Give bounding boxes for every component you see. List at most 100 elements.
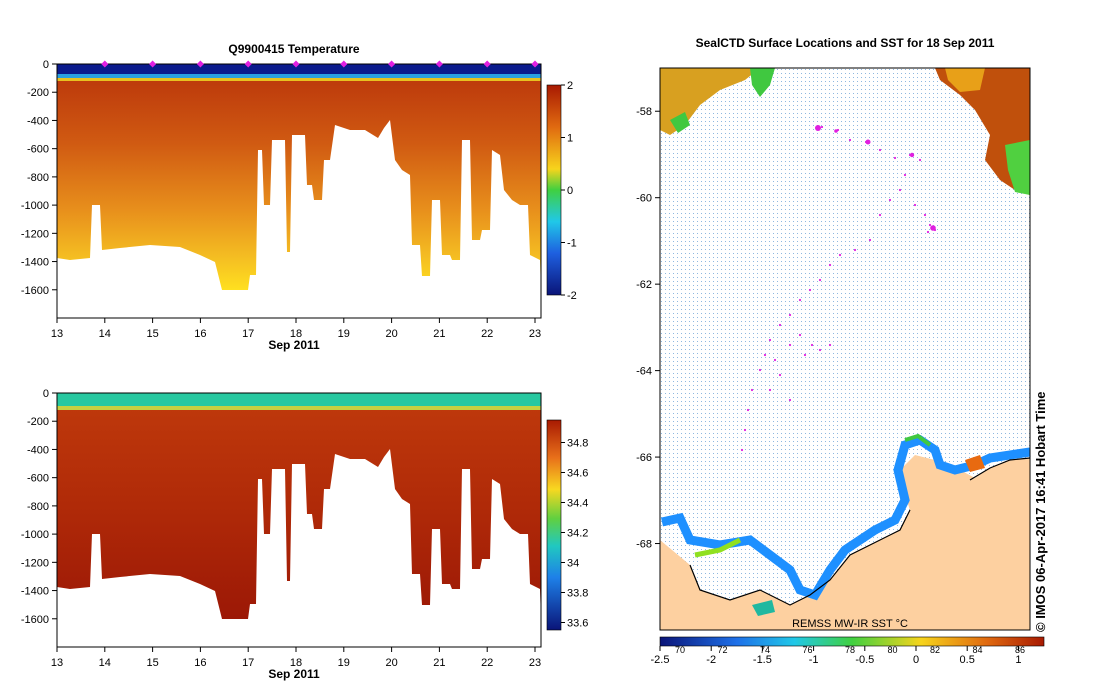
seal-track-point [888, 198, 892, 202]
seal-track-point [878, 148, 882, 152]
seal-track-point [848, 138, 852, 142]
profile-marker [435, 60, 443, 68]
seal-track-point [893, 156, 897, 160]
seal-track-point [803, 353, 807, 357]
temperature-void [57, 205, 222, 290]
map-colorbar-fahrenheit-label: 76 [802, 645, 812, 655]
salinity-x-tick-label: 16 [194, 657, 206, 669]
map-y-tick-label: -66 [636, 452, 652, 464]
temperature-x-tick-label: 17 [242, 328, 254, 340]
map-colorbar-fahrenheit-label: 80 [887, 645, 897, 655]
seal-track-point [788, 313, 792, 317]
profile-marker [388, 60, 396, 68]
seal-track-point [818, 348, 822, 352]
map-colorbar-tick-label: -0.5 [855, 654, 874, 666]
temperature-y-tick-label: -200 [27, 87, 49, 99]
seal-surface-location [909, 152, 915, 158]
salinity-colorbar-ticks: 34.8 34.6 34.4 34.2 34 33.8 33.6 [561, 438, 588, 630]
map-colorbar-fahrenheit-label: 74 [760, 645, 770, 655]
map-colorbar-tick-label: 0 [913, 654, 919, 666]
salinity-x-label: Sep 2011 [268, 667, 320, 681]
colorbar-tick-label: 33.6 [567, 618, 588, 630]
colorbar-tick-label: 1 [567, 133, 573, 145]
map-colorbar-fahrenheit-label: 82 [930, 645, 940, 655]
salinity-section-plot [57, 393, 541, 619]
temperature-y-tick-label: -800 [27, 172, 49, 184]
colorbar-tick-label: 34.2 [567, 528, 588, 540]
seal-surface-location [815, 125, 821, 131]
colorbar-tick-label: -2 [567, 290, 577, 302]
temperature-profile-markers [101, 60, 539, 68]
temperature-thermocline [57, 78, 541, 81]
temperature-x-tick-label: 23 [529, 328, 541, 340]
salinity-frame [56, 392, 542, 648]
temperature-panel: Q9900415 Temperature 0 -200 -400 -600 -800 -1… [21, 42, 577, 352]
map-colorbar-fahrenheit-label: 72 [717, 645, 727, 655]
temperature-x-tick-label: 20 [385, 328, 397, 340]
temperature-x-tick-label: 15 [146, 328, 158, 340]
salinity-x-tick-label: 20 [385, 657, 397, 669]
seal-track-point [798, 298, 802, 302]
temperature-y-tick-label: -1200 [21, 228, 49, 240]
seal-track-point [768, 388, 772, 392]
salinity-y-tick-label: -600 [27, 473, 49, 485]
profile-marker [149, 60, 157, 68]
temperature-x-tick-label: 19 [338, 328, 350, 340]
salinity-y-tick-label: -1200 [21, 557, 49, 569]
seal-track-point [828, 263, 832, 267]
temperature-section-plot [57, 64, 541, 290]
salinity-x-tick-label: 22 [481, 657, 493, 669]
seal-track-point [898, 188, 902, 192]
map-colorbar-tick-label: 1 [1015, 654, 1021, 666]
temperature-y-tick-label: -1400 [21, 257, 49, 269]
map-sst-topright-green [1005, 140, 1030, 195]
seal-surface-location [865, 139, 871, 145]
temperature-x-tick-label: 16 [194, 328, 206, 340]
seal-track-point [820, 125, 824, 129]
salinity-y-tick-label: -200 [27, 416, 49, 428]
seal-track-point [926, 230, 930, 234]
temperature-y-tick-label: 0 [43, 59, 49, 71]
map-sst-topleft-green [750, 68, 775, 97]
temperature-y-tick-label: -1000 [21, 200, 49, 212]
salinity-x-tick-label: 18 [290, 657, 302, 669]
salinity-x-tick-label: 23 [529, 657, 541, 669]
salinity-x-tick-label: 15 [146, 657, 158, 669]
seal-track-point [778, 323, 782, 327]
map-y-tick-label: -58 [636, 106, 652, 118]
temperature-title: Q9900415 Temperature [228, 42, 360, 56]
map-plot [660, 68, 1031, 630]
map-colorbar-tick-label: -2 [706, 654, 716, 666]
map-ice-edge-green-2 [904, 433, 932, 447]
salinity-halocline [57, 406, 541, 410]
map-panel: SealCTD Surface Locations and SST for 18… [636, 36, 1048, 666]
salinity-y-tick-label: -400 [27, 444, 49, 456]
profile-marker [101, 60, 109, 68]
seal-track-point [918, 158, 922, 162]
temperature-x-axis: 13 14 15 16 17 18 19 20 21 22 23 [51, 318, 541, 340]
seal-track-point [810, 343, 814, 347]
seal-track-point [758, 368, 762, 372]
map-colorbar-fahrenheit-label: 78 [845, 645, 855, 655]
map-sst-warm-spot [965, 455, 985, 472]
seal-surface-location [834, 129, 838, 133]
temperature-surface-mix [57, 74, 541, 78]
map-y-tick-label: -64 [636, 366, 652, 378]
map-y-tick-label: -60 [636, 193, 652, 205]
temperature-void-deep [248, 120, 541, 290]
salinity-void [57, 534, 222, 619]
salinity-void-deep [248, 449, 541, 619]
seal-track-point [798, 333, 802, 337]
temperature-x-tick-label: 13 [51, 328, 63, 340]
map-frame [659, 67, 1031, 631]
profile-marker [196, 60, 204, 68]
seal-track-point [778, 373, 782, 377]
colorbar-tick-label: 34.8 [567, 438, 588, 450]
seal-track-point [828, 343, 832, 347]
map-colorbar-tick-label: 0.5 [960, 654, 975, 666]
profile-marker [483, 60, 491, 68]
seal-track-point [750, 388, 754, 392]
colorbar-tick-label: 2 [567, 80, 573, 92]
seal-track-point [788, 343, 792, 347]
